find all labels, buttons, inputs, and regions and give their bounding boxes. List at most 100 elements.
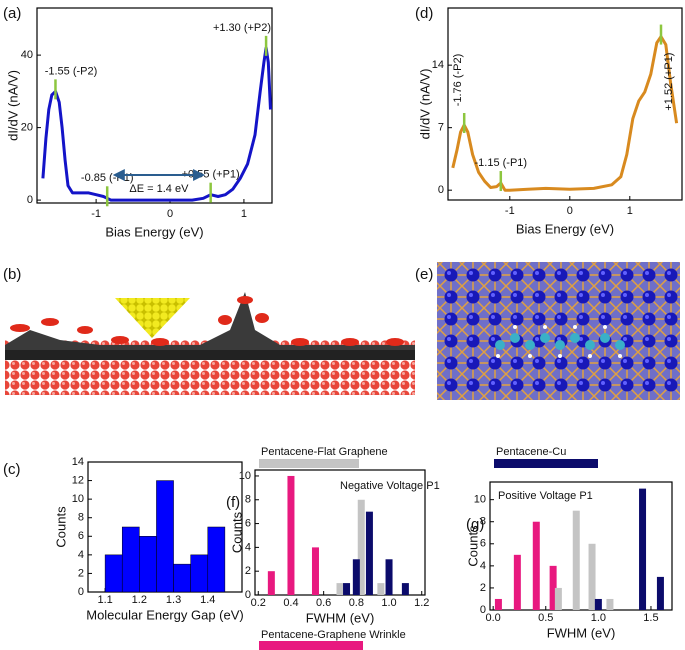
y-tick-label: 8 — [480, 516, 486, 528]
panel-label: (a) — [3, 5, 21, 22]
line — [41, 46, 272, 202]
bar — [554, 587, 562, 610]
peak-label: -1.55 (-P2) — [45, 65, 98, 77]
y-tick-label: 6 — [245, 517, 251, 529]
panel-label: (g) — [466, 516, 484, 533]
bar — [343, 583, 351, 595]
bar — [287, 475, 295, 595]
bar — [594, 598, 602, 610]
y-tick-label: 0 — [245, 589, 251, 601]
x-tick-label: 1.2 — [414, 597, 429, 609]
y-tick-label: 8 — [245, 494, 251, 506]
x-axis-label: FWHM (eV) — [547, 625, 616, 640]
x-tick-label: 1.3 — [166, 594, 181, 606]
legend-swatch — [494, 459, 598, 468]
y-tick-label: 10 — [239, 470, 251, 482]
x-tick-label: 0 — [567, 205, 573, 217]
x-tick-label: 0.2 — [251, 597, 266, 609]
bar — [532, 521, 540, 610]
y-tick-label: 6 — [78, 530, 84, 542]
histogram-bar — [121, 526, 140, 593]
bar — [606, 598, 614, 610]
bar — [588, 543, 596, 610]
bar — [513, 554, 521, 610]
y-tick-label: 8 — [78, 512, 84, 524]
bar — [377, 583, 385, 595]
y-tick-label: 2 — [245, 565, 251, 577]
bar — [656, 576, 664, 610]
y-tick-label: 0 — [78, 586, 84, 598]
peak-label: -1.15 (-P1) — [475, 157, 528, 169]
bar — [365, 511, 373, 595]
y-tick-label: 0 — [480, 604, 486, 616]
x-tick-label: 0 — [167, 208, 173, 220]
y-tick-label: 10 — [72, 493, 84, 505]
y-tick-label: 0 — [438, 184, 444, 196]
panel-label: (d) — [415, 5, 433, 22]
panel: (c) 1.1 1.2 1.3 1.4 0 2 4 6 8 10 12 14 Molecular Ener… — [3, 456, 244, 623]
axes-frame — [447, 7, 683, 201]
panel: (f) 0.2 0.4 0.6 0.8 1.0 1.2 0 2 4 6 8 10 FWHM (eV) Cou… — [226, 446, 440, 650]
histogram-bar — [207, 526, 226, 593]
gap-label: ΔE = 1.4 eV — [129, 183, 189, 195]
panel: (g) 0.0 0.5 1.0 1.5 0 2 4 6 8 10 FWHM (eV) Counts Pen… — [465, 446, 673, 640]
legend-label: Pentacene-Cu — [496, 446, 566, 458]
y-tick-label: 4 — [245, 541, 251, 553]
x-tick-label: 1 — [241, 208, 247, 220]
y-axis-label: dI/dV (nA/V) — [417, 69, 432, 140]
histogram-bar — [104, 554, 123, 593]
peak-label: +1.52 (+P1) — [663, 53, 675, 111]
histogram-bar — [139, 536, 157, 593]
panel-label: (e) — [415, 266, 433, 283]
x-tick-label: -1 — [505, 205, 515, 217]
y-tick-label: 12 — [72, 474, 84, 486]
y-axis-label: Counts — [229, 511, 244, 553]
bar — [494, 598, 502, 610]
y-axis-label: Counts — [53, 506, 68, 548]
y-tick-label: 6 — [480, 538, 486, 550]
bar — [267, 571, 275, 595]
panel-label: (b) — [3, 266, 21, 283]
stm-tip-image — [5, 292, 415, 395]
y-tick-label: 20 — [21, 122, 33, 134]
panel-label: (c) — [3, 461, 21, 478]
y-tick-label: 7 — [438, 122, 444, 134]
annotation: Positive Voltage P1 — [498, 490, 593, 502]
y-axis-label: dI/dV (nA/V) — [5, 70, 20, 141]
histogram-bar — [173, 563, 191, 593]
histogram-bar — [156, 480, 174, 593]
y-tick-label: 14 — [72, 456, 84, 468]
x-axis-label: Bias Energy (eV) — [105, 224, 203, 239]
annotation: Negative Voltage P1 — [340, 480, 440, 492]
panel: (d) -1 0 1 0 7 14 Bias Energy (eV) dI/dV (nA/V) -… — [415, 5, 683, 236]
x-tick-label: -1 — [91, 208, 101, 220]
y-tick-label: 2 — [480, 582, 486, 594]
legend-label: Pentacene-Graphene Wrinkle — [261, 629, 406, 641]
x-axis-label: Molecular Energy Gap (eV) — [86, 607, 244, 622]
peak-label: -1.76 (-P2) — [452, 54, 464, 107]
x-tick-label: 0.5 — [538, 612, 553, 624]
y-tick-label: 0 — [27, 194, 33, 206]
bar — [352, 559, 360, 595]
x-tick-label: 1.2 — [132, 594, 147, 606]
bar — [549, 565, 557, 610]
bar — [336, 583, 344, 595]
bar — [357, 499, 365, 595]
x-tick-label: 1.0 — [591, 612, 606, 624]
x-tick-label: 0.0 — [486, 612, 501, 624]
axes-frame — [489, 481, 673, 611]
y-tick-label: 14 — [432, 59, 444, 71]
x-tick-label: 1.1 — [97, 594, 112, 606]
axes-frame — [36, 7, 273, 204]
peak-label: -0.85 (-P1) — [81, 172, 134, 184]
x-tick-label: 1 — [627, 205, 633, 217]
x-tick-label: 1.4 — [200, 594, 215, 606]
histogram-bar — [190, 554, 209, 593]
x-axis-label: FWHM (eV) — [306, 610, 375, 625]
x-tick-label: 1.5 — [643, 612, 658, 624]
legend-label: Pentacene-Flat Graphene — [261, 446, 388, 458]
bar — [401, 583, 409, 595]
line — [451, 35, 679, 192]
